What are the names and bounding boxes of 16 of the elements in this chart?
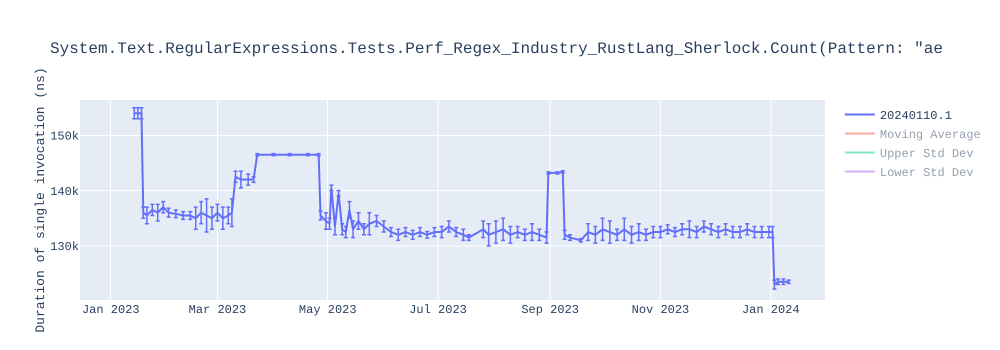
y-tick-label: 150k: [50, 130, 79, 144]
x-tick-label: Jan 2023: [82, 303, 140, 317]
x-tick-label: Mar 2023: [188, 303, 246, 317]
legend-label: Lower Std Dev: [880, 166, 974, 180]
legend-label: 20240110.1: [880, 109, 952, 124]
legend-label: Moving Average: [880, 128, 981, 142]
y-tick-label: 130k: [50, 240, 79, 254]
legend-label: Upper Std Dev: [880, 147, 974, 162]
x-tick-label: Jul 2023: [409, 303, 467, 317]
y-tick-label: 140k: [50, 184, 79, 199]
x-tick-label: Nov 2023: [632, 303, 690, 317]
x-tick-label: Jan 2024: [742, 303, 800, 317]
chart-title: System.Text.RegularExpressions.Tests.Perf_Regex_Industry_RustLang_Sherlock.Count(Pattern: "ae: [50, 40, 943, 58]
y-axis-title: Duration of single invocation (ns): [33, 67, 48, 333]
x-tick-label: Sep 2023: [521, 303, 579, 317]
x-tick-label: May 2023: [298, 303, 357, 317]
